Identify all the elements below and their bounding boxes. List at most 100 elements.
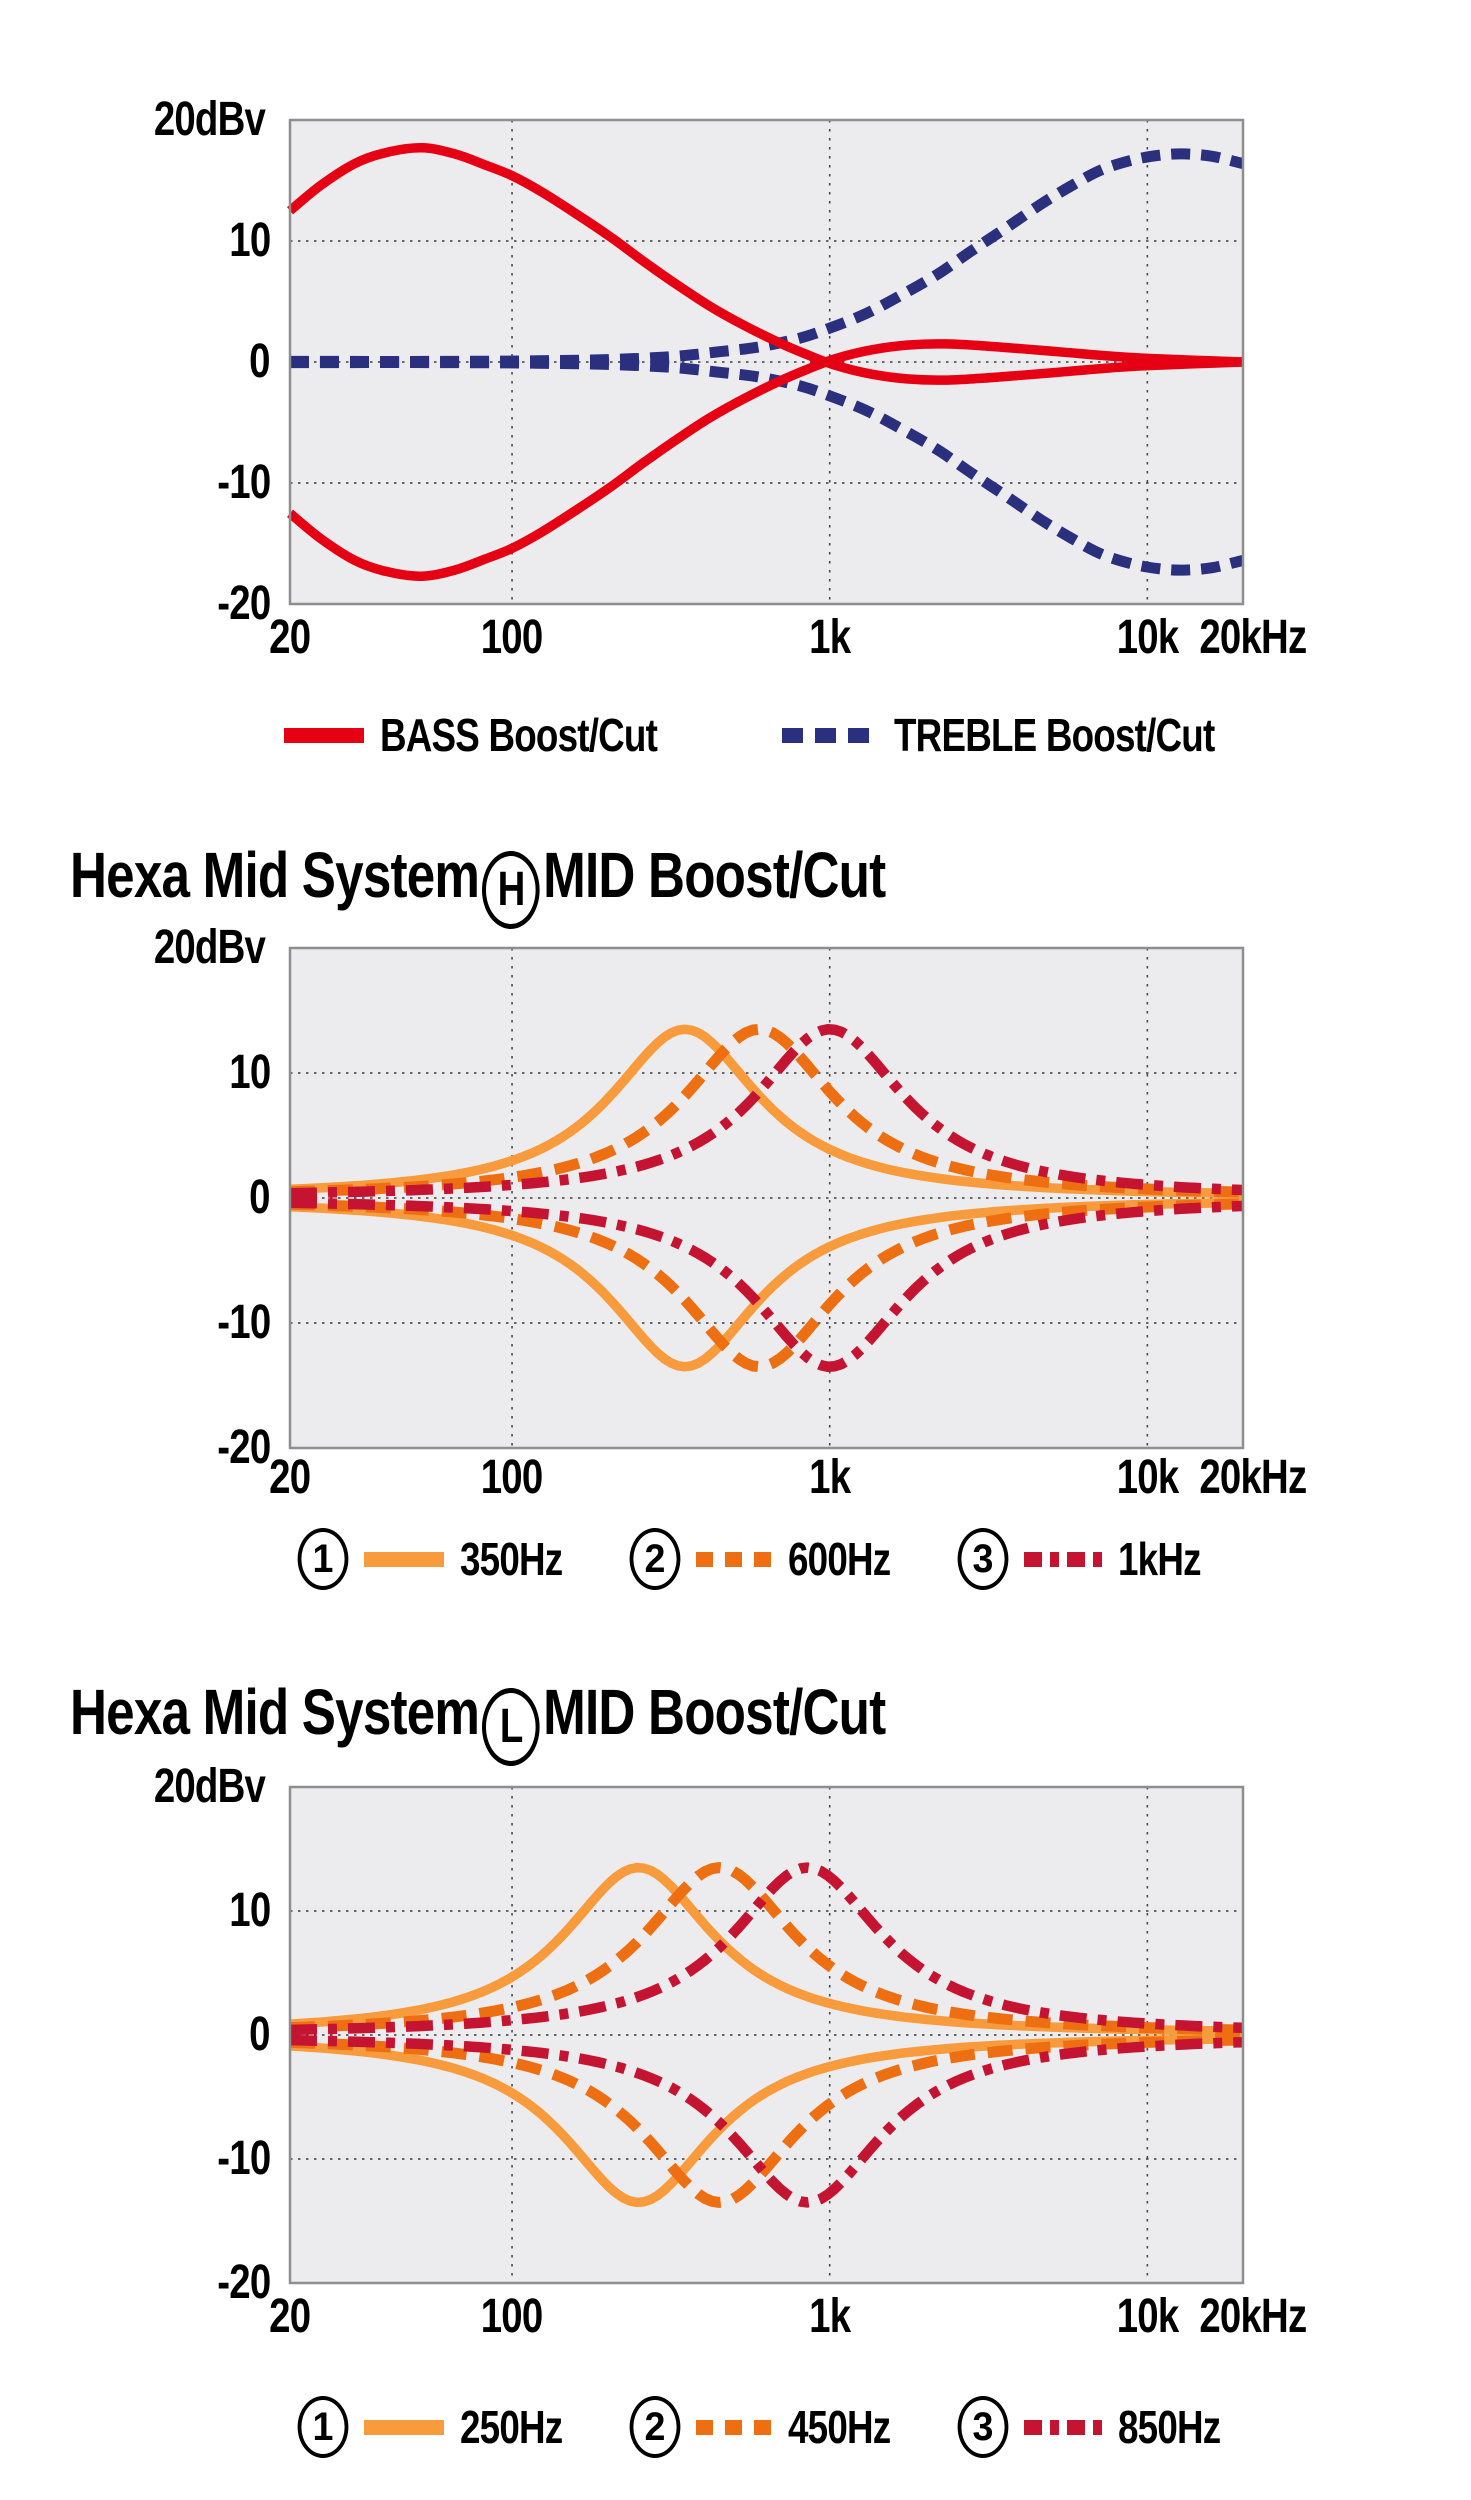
curve-450hz-boost: [289, 1862, 1244, 2036]
y-tick-label--20-text: -20: [216, 2256, 271, 2309]
x-tick-label-1k: 1k: [720, 1452, 940, 1504]
legend-item-600hz: 2 600Hz: [628, 1528, 916, 1590]
x-tick-label-100-text: 100: [481, 2290, 543, 2343]
circled-letter-l: L: [482, 1688, 540, 1766]
legend-item-bass: BASS Boost/Cut: [284, 709, 726, 761]
legend-label: 350Hz: [460, 1533, 563, 1585]
title-text-prefix: Hexa Mid System: [70, 839, 480, 911]
legend-item-850hz: 3 850Hz: [956, 2396, 1246, 2458]
y-tick-label--10: -10: [90, 1296, 271, 1349]
y-tick-label--10: -10: [90, 2132, 271, 2185]
x-tick-label-20: 20: [180, 612, 400, 664]
y-tick-label--20-text: -20: [216, 1421, 271, 1474]
x-tick-label-10k-text: 10k: [1116, 2290, 1179, 2343]
plot-border: [288, 118, 1245, 606]
legend-item-250hz: 1 250Hz: [296, 2396, 588, 2458]
y-tick-label-10-text: 10: [228, 1046, 271, 1099]
legend-tone-controls: BASS Boost/Cut TREBLE Boost/Cut: [284, 704, 1351, 766]
circled-number-1: 1: [297, 2396, 349, 2458]
y-tick-label--20: -20: [90, 578, 271, 630]
y-tick-label--10: -10: [90, 456, 271, 509]
y-tick-label--10-text: -10: [216, 1296, 271, 1349]
x-tick-label-100-text: 100: [481, 611, 543, 664]
y-axis-unit-label: 20dBv: [0, 921, 266, 974]
x-tick-label-100: 100: [402, 1452, 622, 1504]
x-tick-label-20kHz: 20kHz: [1143, 612, 1363, 664]
mid-1khz-line-swatch: [1023, 1551, 1102, 1567]
y-tick-label-10: 10: [90, 214, 271, 267]
y-tick-label-10-text: 10: [228, 214, 271, 267]
y-tick-label--20: -20: [90, 2256, 271, 2309]
curve-bass-boost-cut-cut: [286, 339, 1244, 581]
y-axis-unit-label: 20dBv: [0, 93, 266, 146]
treble-line-swatch: [782, 727, 879, 743]
circled-number-2: 2: [629, 1528, 681, 1590]
plot-border: [288, 1785, 1245, 2285]
x-tick-label-20: 20: [180, 2291, 400, 2343]
curve-1khz-boost: [289, 1024, 1244, 1199]
legend-label: 250Hz: [460, 2401, 563, 2453]
x-tick-label-100-text: 100: [481, 1451, 543, 1504]
x-tick-label-10k: 10k: [1037, 1452, 1257, 1504]
y-tick-label-0-text: 0: [249, 1171, 270, 1224]
legend-label: 850Hz: [1117, 2401, 1221, 2453]
title-text-suffix: MID Boost/Cut: [543, 839, 886, 911]
y-tick-label-0: 0: [90, 1172, 270, 1224]
legend-item-treble: TREBLE Boost/Cut: [782, 709, 1295, 761]
y-axis-unit-text: 20dBv: [153, 93, 266, 146]
mid-450hz-line-swatch: [695, 2419, 772, 2435]
mid-350hz-line-swatch: [364, 1551, 444, 1567]
y-tick-label-0-text: 0: [249, 335, 270, 388]
x-tick-label-20kHz-text: 20kHz: [1199, 1451, 1308, 1504]
curve-450hz-cut: [289, 2034, 1244, 2208]
circled-letter-h: H: [482, 851, 540, 929]
legend-item-450hz: 2 450Hz: [628, 2396, 916, 2458]
legend-label: TREBLE Boost/Cut: [894, 709, 1215, 761]
curve-1khz-cut: [289, 1197, 1244, 1372]
y-axis-unit-text: 20dBv: [153, 1760, 266, 1813]
x-tick-label-20-text: 20: [269, 2290, 311, 2343]
x-tick-label-1k-text: 1k: [809, 1451, 851, 1504]
x-tick-label-1k: 1k: [720, 2291, 940, 2343]
curve-bass-boost-cut-boost: [286, 143, 1244, 385]
circled-number-1: 1: [297, 1528, 349, 1590]
legend-hexa-mid-h: 1 350Hz 2 600Hz 3 1kHz: [296, 1528, 1261, 1590]
y-tick-label--10-text: -10: [216, 2132, 271, 2185]
y-tick-label--20: -20: [90, 1421, 271, 1474]
x-tick-label-20: 20: [180, 1452, 400, 1504]
x-tick-label-100: 100: [402, 612, 622, 664]
y-tick-label-10: 10: [90, 1884, 271, 1937]
y-tick-label--10-text: -10: [216, 456, 271, 509]
x-tick-label-20kHz: 20kHz: [1143, 1452, 1363, 1504]
y-tick-label-10: 10: [90, 1046, 271, 1099]
x-tick-label-100: 100: [402, 2291, 622, 2343]
x-tick-label-1k-text: 1k: [809, 611, 851, 664]
y-axis-unit-label: 20dBv: [0, 1760, 266, 1813]
title-text-suffix: MID Boost/Cut: [543, 1676, 886, 1748]
mid-600hz-line-swatch: [695, 1551, 772, 1567]
title-text-prefix: Hexa Mid System: [70, 1676, 480, 1748]
legend-label: 1kHz: [1117, 1533, 1202, 1585]
legend-label: 450Hz: [787, 2401, 891, 2453]
legend-item-350hz: 1 350Hz: [296, 1528, 588, 1590]
x-tick-label-20kHz: 20kHz: [1143, 2291, 1363, 2343]
legend-label: BASS Boost/Cut: [380, 709, 658, 761]
y-axis-unit-text: 20dBv: [153, 921, 266, 974]
y-tick-label-0: 0: [90, 336, 270, 388]
chart-title-hexa-mid-h: Hexa Mid System H MID Boost/Cut: [70, 841, 1089, 929]
x-tick-label-20kHz-text: 20kHz: [1199, 2290, 1308, 2343]
y-tick-label-10-text: 10: [228, 1884, 271, 1937]
legend-hexa-mid-l: 1 250Hz 2 450Hz 3 850Hz: [296, 2396, 1286, 2458]
x-tick-label-20-text: 20: [269, 1451, 311, 1504]
x-tick-label-20kHz-text: 20kHz: [1199, 611, 1308, 664]
x-tick-label-10k-text: 10k: [1116, 1451, 1179, 1504]
circled-number-3: 3: [957, 2396, 1009, 2458]
x-tick-label-1k-text: 1k: [809, 2290, 851, 2343]
legend-item-1khz: 3 1kHz: [956, 1528, 1221, 1590]
x-tick-label-10k-text: 10k: [1116, 611, 1179, 664]
mid-250hz-line-swatch: [364, 2419, 444, 2435]
plot-border: [288, 946, 1245, 1450]
x-tick-label-1k: 1k: [720, 612, 940, 664]
